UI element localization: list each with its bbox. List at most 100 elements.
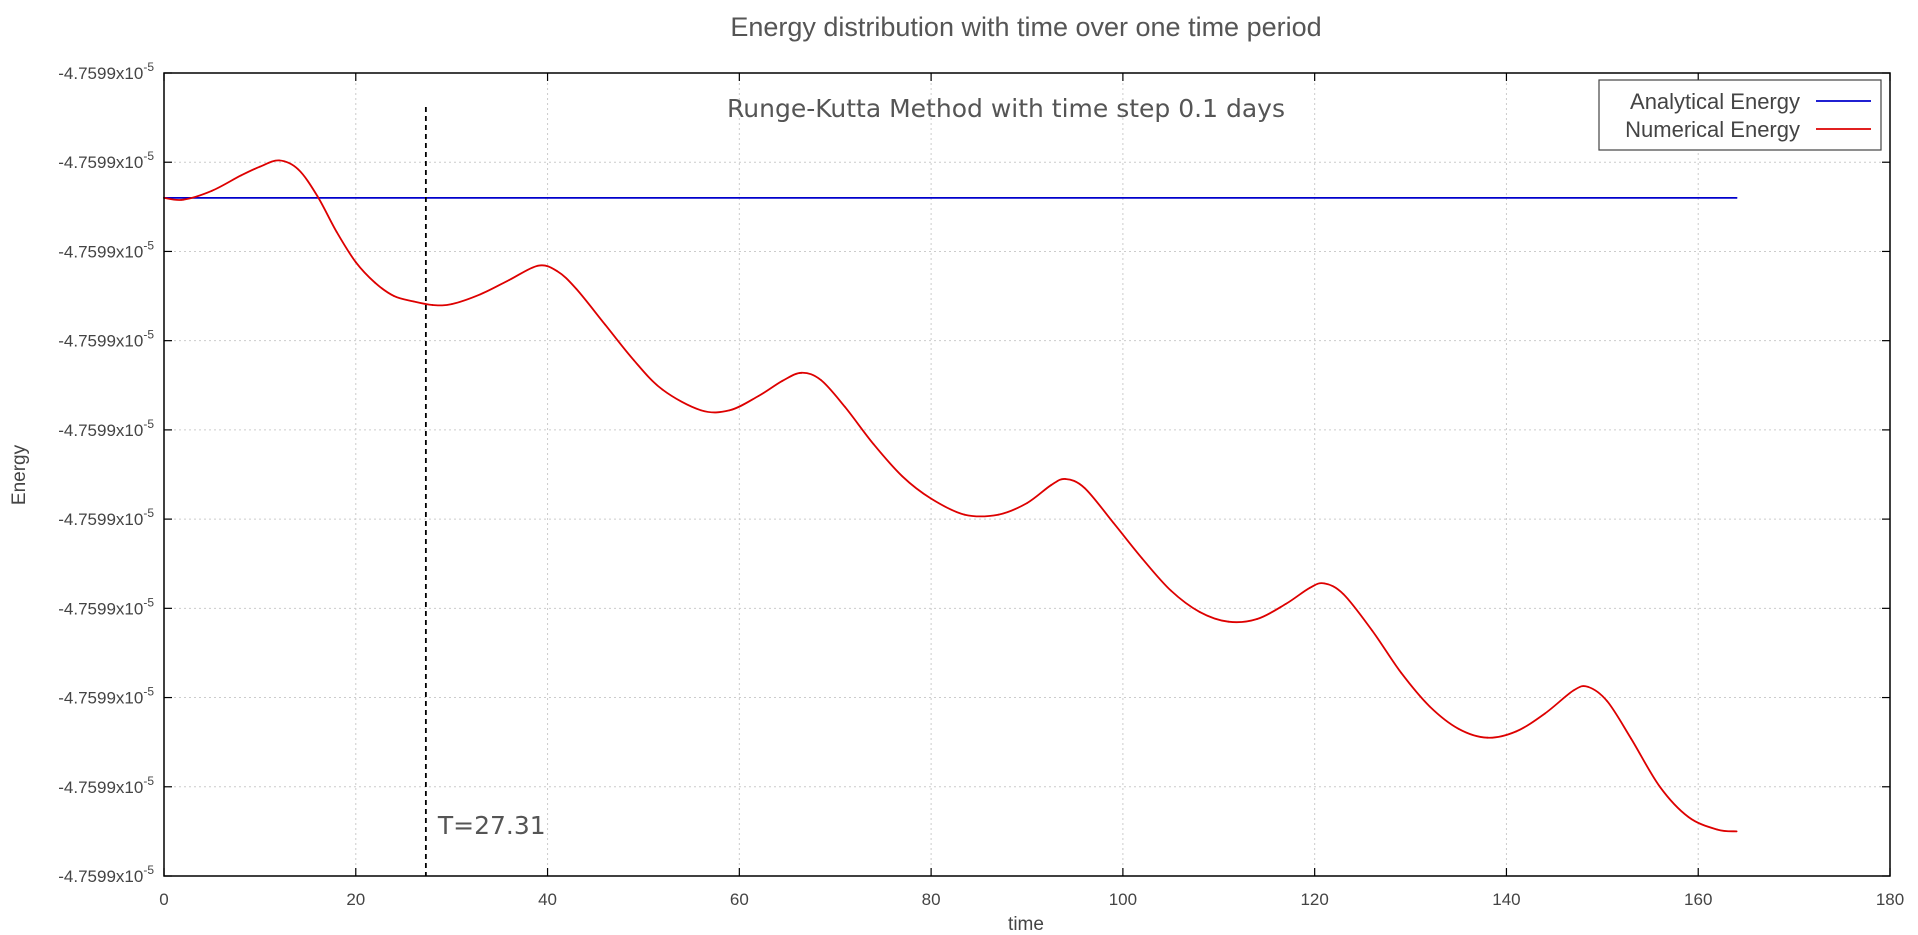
data-point-numerical-energy	[930, 497, 932, 500]
data-point-numerical-energy	[1112, 521, 1115, 524]
data-point-numerical-energy	[1687, 816, 1690, 818]
data-point-numerical-energy	[316, 195, 319, 198]
x-tick-label: 80	[922, 890, 941, 909]
data-point-numerical-energy	[843, 405, 846, 408]
data-point-numerical-energy	[1256, 618, 1258, 620]
data-point-numerical-energy	[537, 264, 539, 267]
data-point-numerical-energy	[700, 409, 702, 412]
data-point-numerical-energy	[374, 281, 376, 284]
y-tick-label: -4.7599x10-5	[58, 417, 154, 440]
data-point-numerical-energy	[1342, 593, 1345, 595]
data-point-numerical-energy	[211, 189, 213, 192]
x-axis-label: time	[1008, 914, 1044, 935]
data-point-numerical-energy	[1285, 603, 1287, 605]
data-point-numerical-energy	[1371, 629, 1374, 632]
data-point-numerical-energy	[1198, 611, 1201, 613]
data-point-numerical-energy	[1457, 727, 1460, 730]
x-tick-label: 40	[538, 890, 557, 909]
data-point-numerical-energy	[728, 409, 731, 412]
data-point-numerical-energy	[872, 443, 875, 446]
axis-layer: 0 20 40 60 80 100 120 140 160 180 -4.7599x10-5 -4.7…	[58, 60, 1904, 909]
data-point-numerical-energy	[963, 513, 966, 516]
data-point-numerical-energy	[431, 304, 434, 306]
data-point-numerical-energy	[1515, 730, 1517, 733]
data-point-numerical-energy	[1083, 487, 1086, 489]
y-tick-label: -4.7599x10-5	[58, 149, 154, 172]
data-point-numerical-energy	[278, 159, 280, 162]
y-tick-label: -4.7599x10-5	[58, 863, 154, 886]
data-point-numerical-energy	[757, 395, 760, 397]
data-point-numerical-energy	[1026, 502, 1028, 504]
y-tick-label: -4.7599x10-5	[58, 595, 154, 618]
data-point-numerical-energy	[901, 475, 904, 478]
x-tick-label: 140	[1492, 890, 1520, 909]
data-point-numerical-energy	[239, 174, 242, 177]
data-point-numerical-energy	[1428, 705, 1431, 708]
y-tick-label: -4.7599x10-5	[58, 774, 154, 797]
data-point-numerical-energy	[819, 379, 822, 381]
data-point-numerical-energy	[997, 513, 1000, 516]
data-point-numerical-energy	[297, 168, 300, 171]
data-point-numerical-energy	[1169, 589, 1172, 592]
data-point-numerical-energy	[1064, 478, 1067, 480]
data-point-numerical-energy	[412, 300, 415, 303]
data-point-numerical-energy	[1309, 586, 1311, 589]
chart-subtitle: Runge-Kutta Method with time step 0.1 da…	[727, 94, 1285, 123]
data-point-numerical-energy	[1323, 582, 1326, 585]
data-point-numerical-energy	[1735, 830, 1738, 833]
y-tick-label: -4.7599x10-5	[58, 238, 154, 261]
data-point-analytical-energy	[1735, 197, 1738, 199]
x-tick-label: 120	[1300, 890, 1328, 909]
data-point-numerical-energy	[450, 303, 453, 305]
legend-label-numerical: Numerical Energy	[1625, 117, 1800, 142]
series-line-numerical-energy	[163, 159, 1737, 833]
x-tick-label: 180	[1876, 890, 1904, 909]
y-tick-label: -4.7599x10-5	[58, 506, 154, 529]
data-point-numerical-energy	[1543, 712, 1546, 715]
data-point-numerical-energy	[393, 295, 395, 297]
legend-box	[1598, 79, 1882, 151]
grid-layer	[164, 73, 1890, 876]
data-point-numerical-energy	[1227, 620, 1230, 623]
data-point-numerical-energy	[604, 323, 606, 326]
data-point-numerical-energy	[259, 165, 261, 168]
data-point-numerical-energy	[1630, 737, 1632, 740]
chart-title: Energy distribution with time over one t…	[730, 12, 1321, 42]
x-tick-label: 60	[730, 890, 749, 909]
data-point-numerical-energy	[1587, 685, 1589, 688]
data-point-numerical-energy	[1659, 785, 1661, 788]
y-tick-label: -4.7599x10-5	[58, 328, 154, 351]
data-point-numerical-energy	[800, 371, 803, 374]
y-tick-label: -4.7599x10-5	[58, 60, 154, 83]
data-point-numerical-energy	[575, 288, 578, 290]
data-point-numerical-energy	[556, 270, 558, 272]
data-point-numerical-energy	[508, 279, 511, 281]
data-point-numerical-energy	[661, 388, 664, 391]
data-point-numerical-energy	[1572, 689, 1575, 692]
data-point-numerical-energy	[781, 379, 784, 382]
annotation-layer: T=27.31	[424, 107, 546, 876]
y-tick-label: -4.7599x10-5	[58, 685, 154, 708]
data-point-numerical-energy	[354, 261, 357, 264]
data-point-numerical-energy	[1050, 484, 1052, 487]
plot-frame	[163, 72, 1891, 877]
x-tick-label: 160	[1684, 890, 1712, 909]
data-point-numerical-energy	[1486, 736, 1489, 739]
legend-label-analytical: Analytical Energy	[1630, 89, 1800, 114]
x-tick-label: 20	[346, 890, 365, 909]
data-point-numerical-energy	[182, 198, 185, 201]
data-point-numerical-energy	[1716, 828, 1719, 831]
data-point-numerical-energy	[1606, 700, 1608, 702]
data-point-numerical-energy	[1400, 671, 1402, 674]
data-point-numerical-energy	[1141, 557, 1143, 560]
data-point-numerical-energy	[633, 359, 635, 362]
legend: Analytical Energy Numerical Energy	[1598, 79, 1882, 151]
data-point-numerical-energy	[335, 230, 338, 233]
x-tick-label: 100	[1109, 890, 1137, 909]
x-tick-label: 0	[159, 890, 168, 909]
data-point-numerical-energy	[479, 293, 482, 296]
y-axis-label: Energy	[9, 444, 30, 505]
period-marker-label: T=27.31	[437, 811, 546, 840]
